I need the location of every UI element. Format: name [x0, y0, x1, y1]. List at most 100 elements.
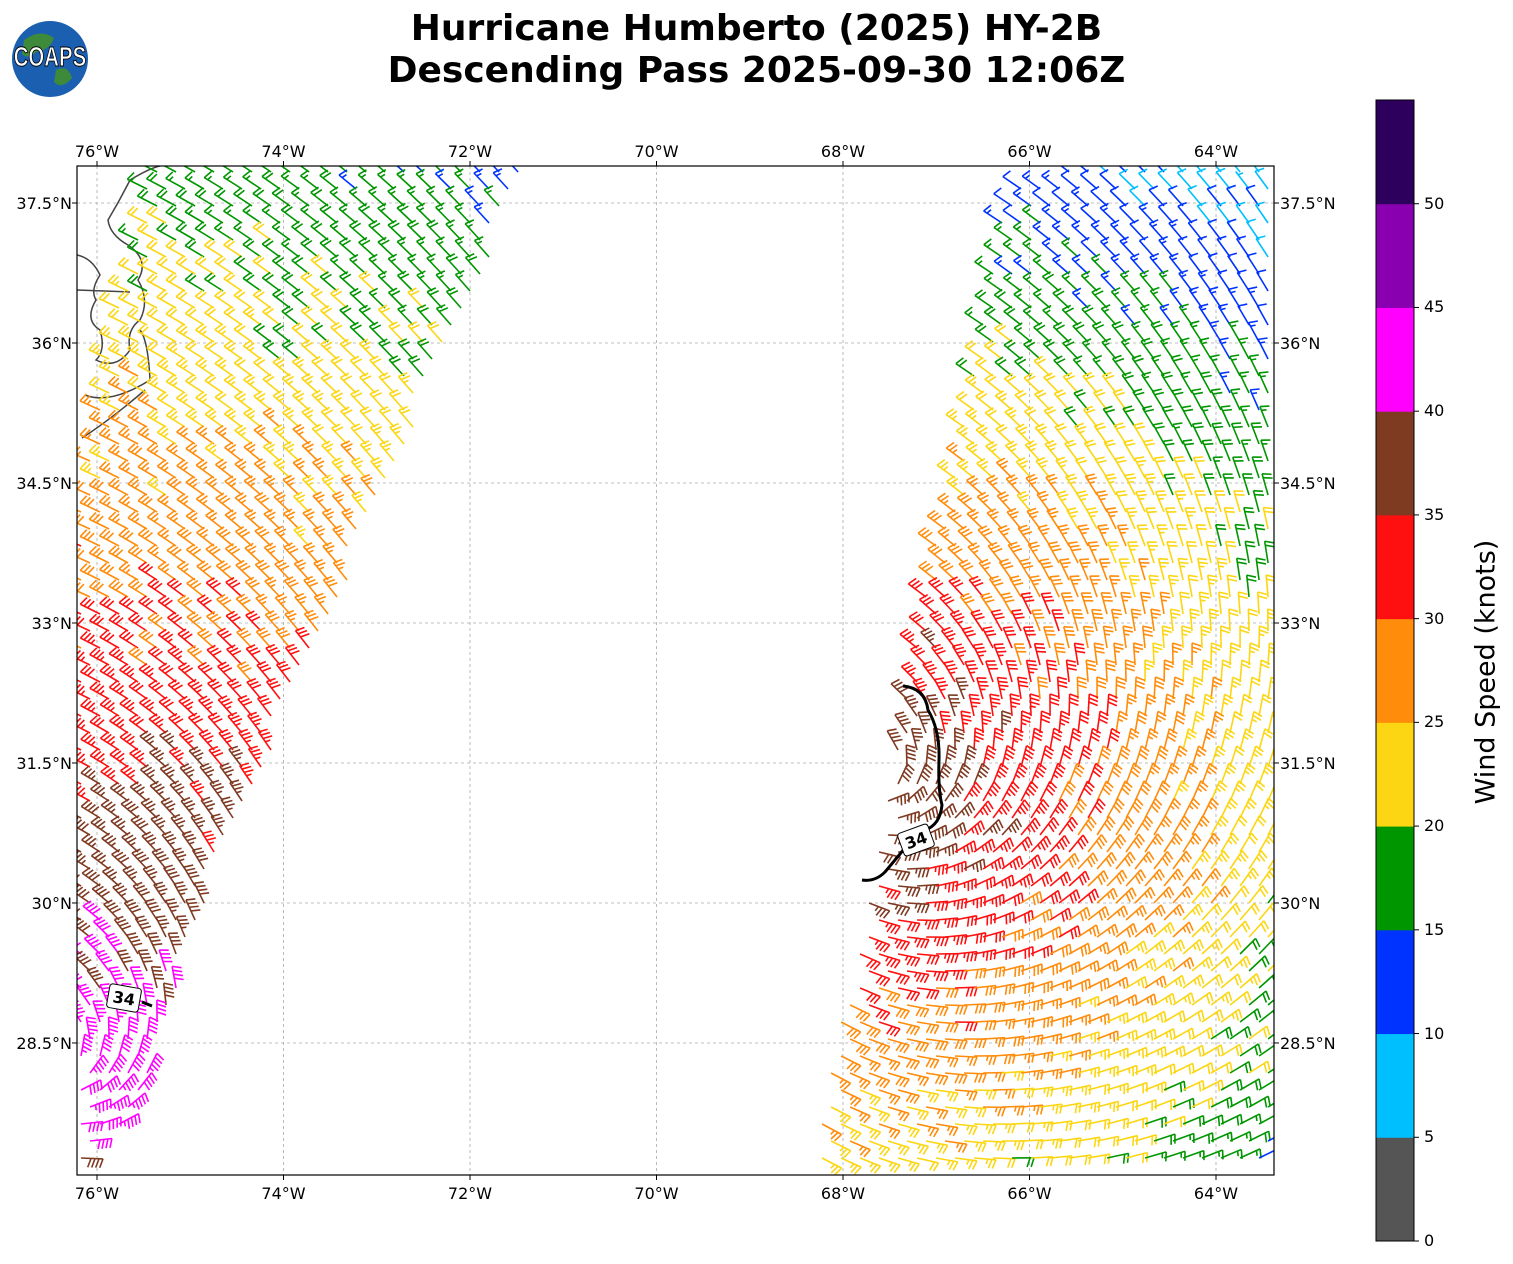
wind-barb [1049, 834, 1071, 853]
wind-barb [79, 393, 101, 411]
wind-barb [89, 681, 110, 700]
wind-barb [1210, 920, 1232, 938]
wind-barb [1112, 388, 1127, 411]
wind-barb [1043, 406, 1060, 428]
wind-barb [1210, 991, 1233, 1006]
wind-barb [1012, 1122, 1035, 1133]
colorbar [1375, 99, 1419, 1242]
wind-barb [157, 493, 177, 513]
wind-barb [156, 999, 167, 1023]
wind-barb [301, 372, 319, 394]
wind-barb [377, 304, 395, 326]
wind-barb [445, 185, 462, 207]
wind-barb [167, 611, 186, 632]
wind-barb [1196, 201, 1212, 224]
wind-barb [1011, 836, 1033, 853]
wind-barb [1111, 354, 1127, 377]
wind-barb [99, 1116, 122, 1131]
wind-barb [1144, 975, 1167, 989]
wind-barb [1252, 489, 1264, 513]
wind-barb [329, 166, 348, 173]
wind-barb [1092, 354, 1108, 377]
wind-barb [1003, 373, 1022, 394]
wind-barb [369, 423, 386, 445]
wind-barb [127, 1016, 139, 1040]
wind-barb [329, 186, 348, 207]
wind-barb [1191, 815, 1210, 836]
wind-barb [1115, 1134, 1139, 1147]
wind-barb [1229, 1025, 1252, 1040]
wind-barb [978, 558, 994, 581]
wind-barb [1228, 320, 1241, 343]
wind-barb [1113, 642, 1124, 666]
wind-barb [109, 714, 129, 734]
lat-tick-label: 37.5°N [1280, 194, 1336, 213]
colorbar-tick-label: 0 [1424, 1231, 1435, 1250]
wind-barb [1139, 303, 1155, 326]
wind-barb [1070, 186, 1089, 207]
wind-barb [1105, 507, 1118, 530]
wind-barb [175, 256, 196, 275]
wind-barb [272, 424, 291, 445]
wind-barb [1256, 303, 1269, 326]
wind-barb [955, 357, 975, 377]
lat-tick-label: 28.5°N [1280, 1034, 1336, 1053]
wind-barb [108, 680, 129, 700]
wind-barb [1216, 201, 1231, 224]
wind-barb [252, 187, 272, 207]
wind-barb [1017, 524, 1033, 547]
wind-barb [1258, 1007, 1274, 1023]
wind-barb [216, 593, 234, 615]
wind-barb [1259, 405, 1270, 428]
wind-barb [1191, 921, 1213, 938]
wind-barb [406, 166, 424, 173]
wind-barb [222, 170, 243, 190]
wind-barb [358, 338, 376, 360]
wind-barb [1251, 456, 1263, 479]
wind-barb [1099, 236, 1117, 258]
wind-barb [1032, 288, 1051, 309]
wind-barb [1046, 507, 1060, 530]
wind-barb [407, 321, 424, 343]
wind-barb [1129, 253, 1146, 275]
wind-barb [1159, 337, 1174, 360]
wind-barb [1110, 253, 1127, 275]
wind-barb [214, 323, 234, 343]
wind-barb [1134, 886, 1156, 904]
wind-barb [1248, 990, 1271, 1006]
wind-barb [992, 947, 1016, 960]
wind-barb [165, 171, 186, 190]
wind-barb [300, 203, 319, 224]
wind-barb [984, 339, 1003, 360]
wind-barb [1100, 270, 1117, 292]
wind-barb [1182, 727, 1197, 751]
wind-barb [1052, 287, 1070, 309]
wind-barb [118, 1113, 141, 1129]
wind-barb [242, 238, 262, 258]
wind-barb [1258, 937, 1274, 955]
wind-barb [1140, 337, 1155, 360]
wind-barb [127, 1053, 146, 1074]
wind-barb [1229, 990, 1252, 1006]
wind-barb [257, 728, 273, 751]
wind-barb [156, 459, 177, 479]
colorbar-tick-label: 35 [1424, 504, 1445, 524]
wind-barb [925, 744, 938, 768]
wind-barb [77, 739, 82, 751]
wind-barb [1077, 888, 1100, 904]
wind-barb [917, 919, 940, 930]
wind-barb [1003, 339, 1022, 360]
wind-barb [956, 458, 975, 479]
wind-barb [224, 509, 243, 530]
lat-tick-label: 33°N [1280, 614, 1320, 633]
wind-barb [291, 322, 310, 343]
wind-barb [1042, 338, 1060, 360]
wind-barb [1210, 676, 1223, 700]
wind-barb [166, 442, 186, 462]
wind-barb [99, 1033, 114, 1057]
wind-barb [492, 168, 509, 190]
wind-barb [1217, 303, 1231, 326]
wind-barb [273, 525, 291, 547]
wind-barb [992, 799, 1013, 819]
wind-barb [1141, 405, 1155, 428]
